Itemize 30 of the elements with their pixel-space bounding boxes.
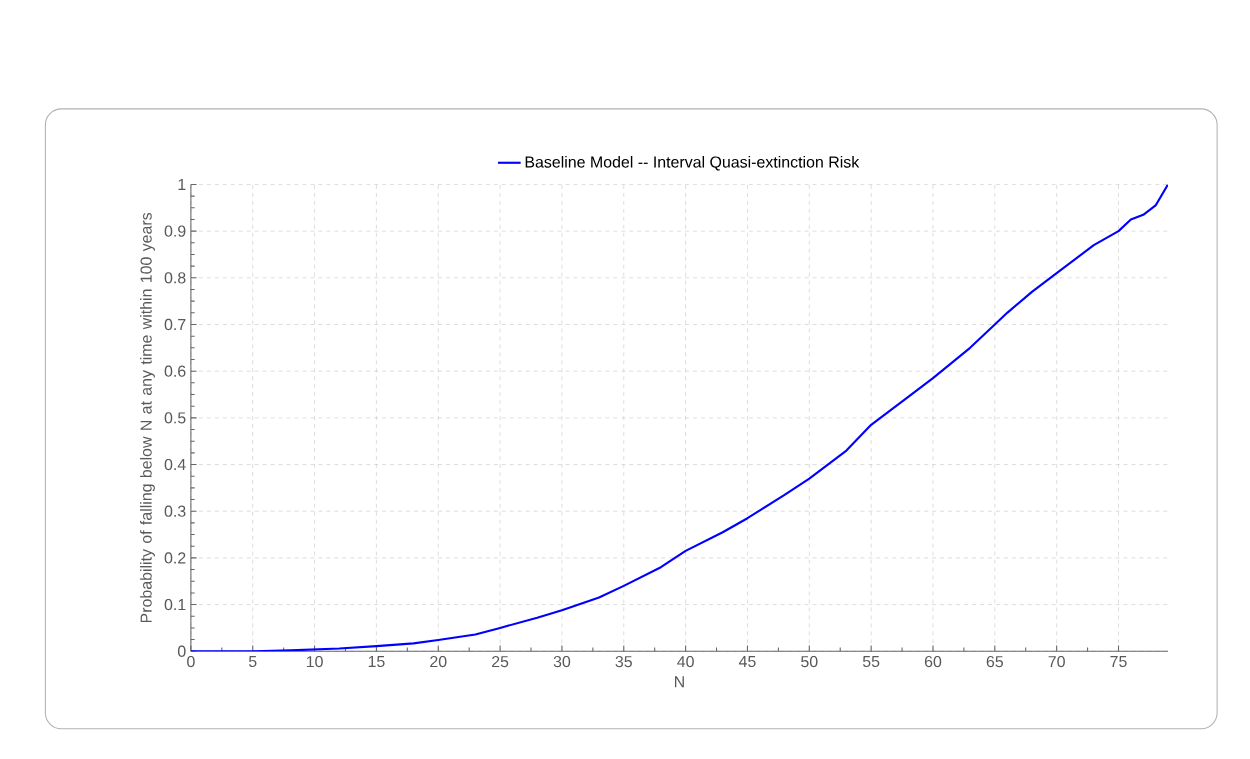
x-tick-label: 30 <box>553 655 571 668</box>
y-tick-label: 0.2 <box>164 552 186 564</box>
x-tick-label: 10 <box>306 655 323 668</box>
y-tick-label: 0.7 <box>164 318 186 331</box>
x-tick-label: 70 <box>1048 655 1065 668</box>
x-tick-label: 55 <box>862 655 880 668</box>
x-tick-label: 75 <box>1110 655 1127 668</box>
y-tick-label: 0.3 <box>164 505 186 517</box>
x-axis-title: N <box>674 676 684 688</box>
x-tick-label: 20 <box>430 655 447 668</box>
y-tick-label: 0.6 <box>164 365 186 377</box>
y-tick-label: 0 <box>177 645 186 657</box>
y-tick-label: 0.8 <box>164 272 186 284</box>
y-axis-title: Probability of falling below N at any time within 100 years <box>140 212 155 623</box>
legend-label: Baseline Model -- Interval Quasi-extinction Risk <box>525 156 860 171</box>
y-tick-label: 0.1 <box>164 598 186 611</box>
x-tick-label: 5 <box>248 655 257 668</box>
y-tick-label: 0.4 <box>164 458 186 471</box>
y-tick-label: 0.5 <box>164 412 186 424</box>
x-tick-label: 50 <box>801 655 818 668</box>
x-tick-label: 15 <box>368 655 385 668</box>
x-tick-label: 45 <box>738 655 756 668</box>
x-tick-label: 25 <box>492 655 509 668</box>
x-tick-label: 0 <box>187 655 195 668</box>
x-tick-label: 60 <box>924 655 942 668</box>
y-tick-label: 0.9 <box>164 225 186 237</box>
y-tick-label: 1 <box>178 178 186 190</box>
x-tick-label: 35 <box>615 655 632 668</box>
x-tick-label: 65 <box>986 655 1004 668</box>
x-tick-label: 40 <box>677 655 694 668</box>
